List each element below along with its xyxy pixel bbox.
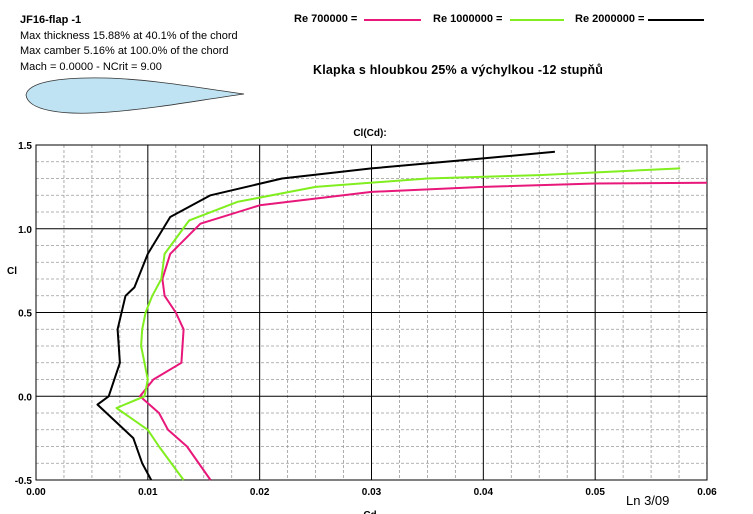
chart-title: Cl(Cd): xyxy=(353,128,386,139)
x-tick-label: 0.03 xyxy=(362,487,382,498)
y-tick-label: 1.0 xyxy=(18,225,32,236)
y-tick-label: 0.5 xyxy=(18,309,32,320)
airfoil-name: JF16-flap -1 xyxy=(20,14,82,26)
legend-line-re2000000 xyxy=(648,19,704,21)
series-lines xyxy=(96,150,708,481)
legend-label-re1000000: Re 1000000 = xyxy=(433,13,503,25)
x-tick-label: 0.00 xyxy=(26,487,46,498)
y-tick-label: 0.0 xyxy=(18,392,32,403)
x-tick-label: 0.05 xyxy=(585,487,605,498)
x-tick-label: 0.04 xyxy=(474,487,494,498)
y-tick-label: -0.5 xyxy=(15,476,33,487)
y-tick-label: 1.5 xyxy=(18,141,32,152)
legend-line-re1000000 xyxy=(510,19,564,21)
plot-frame xyxy=(35,144,708,481)
airfoil-mach-ncrit: Mach = 0.0000 - NCrit = 9.00 xyxy=(20,60,162,73)
legend-label-re700000: Re 700000 = xyxy=(294,13,358,25)
grid-major xyxy=(35,144,708,481)
x-tick-label: 0.06 xyxy=(697,487,717,498)
x-tick-label: 0.01 xyxy=(138,487,158,498)
chart-subtitle: Klapka s hloubkou 25% a výchylkou -12 st… xyxy=(313,63,604,77)
tick-labels: 0.00 0.01 0.02 0.03 0.04 0.05 0.06 -0.5 0.0 0.5 1.… xyxy=(15,141,717,498)
y-axis-label: Cl xyxy=(7,266,17,277)
legend-label-re2000000: Re 2000000 = xyxy=(575,13,645,25)
airfoil-info: JF16-flap -1 Max thickness 15.88% at 40.… xyxy=(20,13,238,75)
series-line-1 xyxy=(115,167,681,481)
legend-line-re700000 xyxy=(364,19,421,21)
series-line-2 xyxy=(96,150,555,481)
airfoil-shape-icon xyxy=(25,77,245,114)
airfoil-camber: Max camber 5.16% at 100.0% of the chord xyxy=(20,45,229,57)
x-tick-label: 0.02 xyxy=(250,487,270,498)
airfoil-thickness: Max thickness 15.88% at 40.1% of the cho… xyxy=(20,29,238,42)
chart-legend: Re 700000 = Re 1000000 = Re 2000000 = xyxy=(0,0,753,40)
series-line-0 xyxy=(139,181,708,481)
footnote: Ln 3/09 xyxy=(626,493,670,508)
x-axis-label: Cd xyxy=(363,510,376,514)
